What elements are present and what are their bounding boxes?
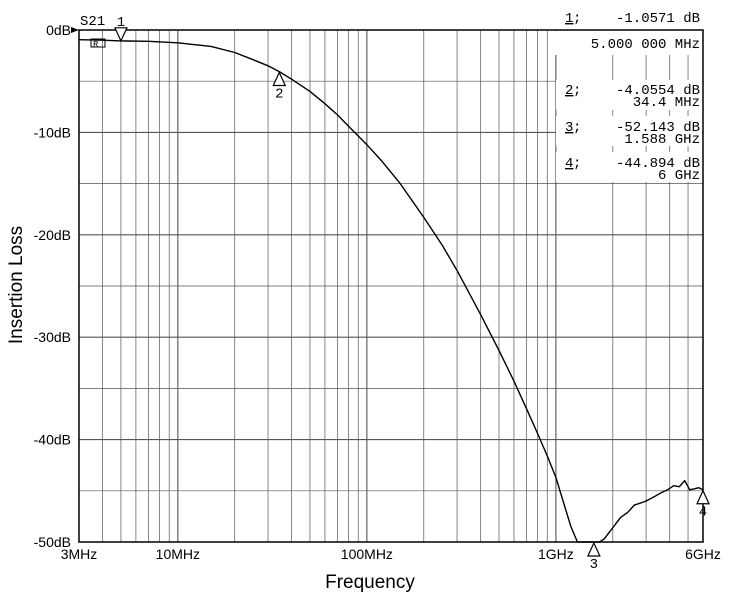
marker-4: 4 bbox=[696, 489, 710, 521]
reference-level-arrow bbox=[71, 27, 79, 33]
marker-4-triangle bbox=[696, 489, 710, 505]
reference-marker-box: R bbox=[90, 38, 106, 50]
marker-2-triangle bbox=[272, 71, 287, 87]
x-tick-label: 6GHz bbox=[685, 546, 721, 562]
x-axis-label: Frequency bbox=[325, 572, 415, 593]
marker-readout-3: 3 ; -52.143 dB 1.588 GHz bbox=[556, 116, 702, 148]
svg-text:R: R bbox=[93, 40, 99, 50]
markers: 1 2 3 4 bbox=[113, 15, 710, 573]
marker-readout-1: 1 ; -1.0571 dB 5.000 000 MHz bbox=[548, 11, 702, 55]
grid bbox=[79, 30, 703, 542]
y-tick-label: -50dB bbox=[34, 534, 71, 550]
marker-3-label: 3 bbox=[590, 557, 598, 573]
marker-2-label: 2 bbox=[275, 87, 283, 103]
marker-1-triangle bbox=[113, 27, 128, 43]
marker-readout-4-num: 4 bbox=[565, 156, 573, 172]
plot-frame bbox=[78, 29, 704, 543]
trace-label: S21 bbox=[80, 14, 105, 30]
marker-readout-4-sep: ; bbox=[573, 156, 581, 172]
marker-readout-3-num: 3 bbox=[565, 120, 573, 136]
marker-2: 2 bbox=[272, 71, 287, 103]
x-tick-label: 1GHz bbox=[538, 546, 574, 562]
marker-readout-4-value: -44.894 dB bbox=[616, 156, 700, 172]
marker-3: 3 bbox=[586, 541, 601, 573]
x-tick-labels: 3MHz 10MHz 100MHz 1GHz 6GHz bbox=[61, 546, 721, 562]
y-tick-labels: 0dB -10dB -20dB -30dB -40dB -50dB bbox=[34, 22, 71, 550]
marker-readout-2-freq: 34.4 MHz bbox=[633, 95, 700, 111]
x-tick-label: 3MHz bbox=[61, 546, 98, 562]
y-tick-label: -40dB bbox=[34, 432, 71, 448]
marker-4-label: 4 bbox=[699, 505, 707, 521]
x-tick-label: 100MHz bbox=[341, 546, 393, 562]
marker-readout-2-num: 2 bbox=[565, 83, 573, 99]
marker-readout-2-value: -4.0554 dB bbox=[616, 83, 700, 99]
y-axis-label: Insertion Loss bbox=[6, 226, 27, 344]
marker-readout-1-sep: ; bbox=[573, 11, 581, 27]
marker-3-triangle bbox=[586, 541, 601, 557]
y-tick-label: -20dB bbox=[34, 227, 71, 243]
y-tick-label: 0dB bbox=[46, 22, 71, 38]
y-tick-label: -30dB bbox=[34, 329, 71, 345]
marker-readout-3-freq: 1.588 GHz bbox=[624, 132, 700, 148]
marker-readout-1-freq: 5.000 000 MHz bbox=[591, 37, 700, 53]
marker-readout-2: 2 ; -4.0554 dB 34.4 MHz bbox=[556, 80, 702, 111]
y-tick-label: -10dB bbox=[34, 124, 71, 140]
marker-readout-1-value: -1.0571 dB bbox=[616, 11, 700, 27]
marker-readout-3-sep: ; bbox=[573, 120, 581, 136]
marker-readout-3-value: -52.143 dB bbox=[616, 120, 700, 136]
x-tick-label: 10MHz bbox=[156, 546, 200, 562]
marker-readout-1-num: 1 bbox=[565, 11, 573, 27]
marker-readout-2-sep: ; bbox=[573, 83, 581, 99]
s21-trace bbox=[78, 39, 704, 543]
marker-readout-4: 4 ; -44.894 dB 6 GHz bbox=[556, 152, 702, 184]
marker-1-label: 1 bbox=[117, 15, 125, 31]
marker-1: 1 bbox=[113, 15, 128, 43]
marker-readout-4-freq: 6 GHz bbox=[658, 168, 700, 184]
